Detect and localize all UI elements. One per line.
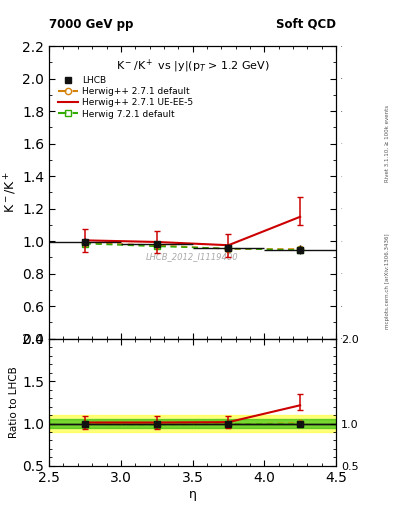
X-axis label: η: η bbox=[189, 487, 196, 501]
Text: Soft QCD: Soft QCD bbox=[276, 18, 336, 31]
Text: 7000 GeV pp: 7000 GeV pp bbox=[49, 18, 134, 31]
Text: Rivet 3.1.10, ≥ 100k events: Rivet 3.1.10, ≥ 100k events bbox=[385, 105, 390, 182]
Text: mcplots.cern.ch [arXiv:1306.3436]: mcplots.cern.ch [arXiv:1306.3436] bbox=[385, 234, 390, 329]
Legend: LHCB, Herwig++ 2.7.1 default, Herwig++ 2.7.1 UE-EE-5, Herwig 7.2.1 default: LHCB, Herwig++ 2.7.1 default, Herwig++ 2… bbox=[57, 74, 195, 120]
Text: K$^-$/K$^+$ vs |y|(p$_{T}$ > 1.2 GeV): K$^-$/K$^+$ vs |y|(p$_{T}$ > 1.2 GeV) bbox=[116, 58, 270, 75]
Bar bbox=[49, 415, 336, 432]
Text: LHCB_2012_I1119400: LHCB_2012_I1119400 bbox=[146, 252, 239, 261]
Bar bbox=[49, 419, 336, 428]
Y-axis label: K$^-$/K$^+$: K$^-$/K$^+$ bbox=[3, 172, 19, 214]
Y-axis label: Ratio to LHCB: Ratio to LHCB bbox=[9, 367, 20, 438]
